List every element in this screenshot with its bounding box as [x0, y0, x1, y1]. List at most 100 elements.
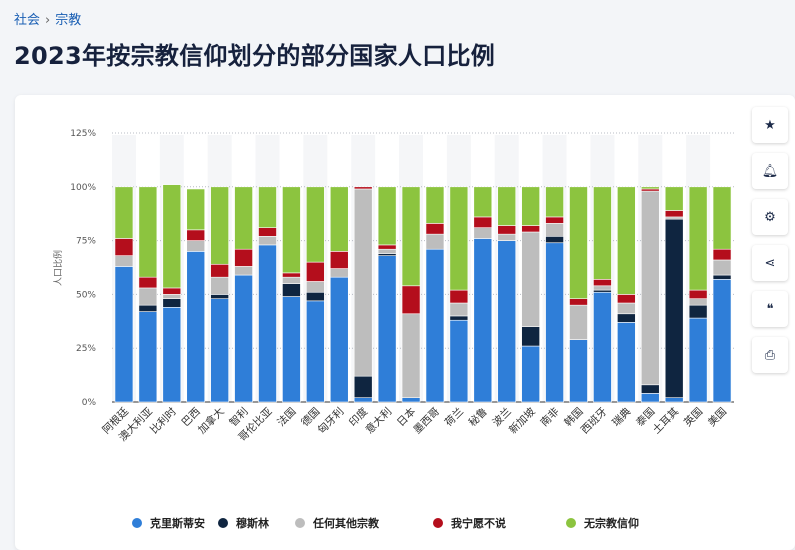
bar-segment	[425, 248, 445, 403]
bar-segment	[234, 248, 253, 267]
bar-segment	[210, 294, 229, 300]
bar-segment	[545, 223, 564, 237]
bar-segment	[664, 186, 684, 211]
bar-segment	[688, 304, 708, 319]
breadcrumb: 社会 › 宗教	[14, 9, 81, 28]
bar-segment	[162, 294, 182, 300]
bar-segment	[282, 272, 301, 278]
share-button[interactable]: ⋖	[752, 245, 788, 281]
bar-segment	[258, 186, 277, 228]
bar-segment	[138, 287, 158, 306]
bar-segment	[712, 274, 732, 280]
bar-segment	[329, 251, 349, 269]
bar-segment	[593, 289, 612, 293]
bar-segment	[234, 266, 253, 276]
bar-segment	[688, 317, 708, 403]
bar-segment	[306, 300, 325, 403]
x-tick-label: 土耳其	[650, 405, 681, 436]
x-tick-label: 瑞典	[609, 405, 633, 429]
legend-label: 我宁愿不说	[451, 517, 506, 530]
legend-label: 穆斯林	[236, 517, 269, 530]
bar-segment	[545, 242, 564, 403]
bar-segment	[401, 313, 421, 398]
bar-segment	[497, 233, 517, 241]
legend-item[interactable]: 穆斯林	[218, 515, 269, 531]
legend-swatch	[566, 518, 576, 528]
bar-segment	[521, 326, 540, 347]
bar-segment	[258, 227, 277, 237]
bar-segment	[664, 218, 684, 398]
bar-segment	[114, 266, 134, 403]
y-tick-label: 100%	[70, 183, 96, 193]
legend-item[interactable]: 我宁愿不说	[433, 515, 506, 531]
quote-button[interactable]: ❝	[752, 291, 788, 327]
bar-segment	[425, 223, 445, 235]
bar-segment	[473, 186, 493, 218]
bar-segment	[186, 188, 206, 231]
bar-segment	[377, 248, 397, 254]
bar-segment	[186, 251, 206, 403]
bell-icon: 🔔︎	[761, 163, 779, 179]
bar-segment	[545, 235, 564, 244]
bar-segment	[664, 210, 684, 218]
bar-segment	[521, 231, 540, 327]
bar-segment	[425, 186, 445, 224]
x-tick-label: 墨西哥	[411, 406, 442, 437]
bar-segment	[258, 235, 277, 246]
print-button[interactable]: ⎙	[752, 337, 788, 373]
bar-segment	[401, 186, 421, 287]
breadcrumb-item-religion[interactable]: 宗教	[55, 13, 82, 28]
bar-segment	[210, 186, 229, 265]
bar-segment	[688, 186, 708, 291]
bar-segment	[640, 186, 660, 190]
bar-segment	[664, 216, 684, 220]
bar-segment	[497, 186, 517, 226]
x-tick-label: 英国	[681, 405, 705, 429]
bar-segment	[593, 291, 612, 403]
bar-segment	[210, 276, 229, 295]
legend-item[interactable]: 任何其他宗教	[295, 515, 379, 531]
x-tick-label: 南非	[538, 405, 562, 429]
y-tick-label: 75%	[76, 237, 96, 247]
bar-segment	[114, 255, 134, 267]
legend-label: 无宗教信仰	[584, 517, 639, 530]
chart-toolbar: ★ 🔔︎ ⚙ ⋖ ❝ ⎙	[752, 107, 788, 383]
x-tick-label: 加拿大	[195, 405, 227, 437]
breadcrumb-item-society[interactable]: 社会	[14, 13, 41, 28]
gear-button[interactable]: ⚙	[752, 199, 788, 235]
bar-segment	[712, 186, 732, 250]
bar-segment	[377, 253, 397, 256]
legend-swatch	[433, 518, 443, 528]
bar-segment	[521, 186, 540, 226]
bar-segment	[162, 298, 182, 308]
bar-segment	[114, 186, 134, 239]
legend-item[interactable]: 克里斯蒂安	[132, 515, 205, 531]
bar-segment	[234, 274, 253, 403]
x-tick-label: 匈牙利	[315, 405, 346, 436]
bar-segment	[282, 296, 301, 403]
legend-item[interactable]: 无宗教信仰	[566, 515, 639, 531]
bar-segment	[712, 259, 732, 276]
star-button[interactable]: ★	[752, 107, 788, 143]
bar-segment	[306, 261, 325, 282]
bar-segment	[521, 345, 540, 403]
bar-segment	[162, 287, 182, 295]
bar-segment	[473, 216, 493, 228]
y-tick-label: 125%	[70, 129, 96, 139]
bar-segment	[162, 184, 182, 289]
bell-button[interactable]: 🔔︎	[752, 153, 788, 189]
bar-segment	[186, 229, 206, 241]
bar-segment	[282, 186, 301, 274]
bar-segment	[712, 279, 732, 403]
legend-label: 克里斯蒂安	[150, 517, 205, 530]
bar-segment	[640, 384, 660, 394]
bar-segment	[329, 268, 349, 278]
bar-segment	[593, 186, 612, 280]
star-icon: ★	[764, 117, 776, 133]
bar-segment	[329, 186, 349, 252]
bar-segment	[640, 188, 660, 192]
x-tick-label: 荷兰	[442, 405, 466, 429]
bar-segment	[401, 285, 421, 315]
y-tick-label: 25%	[76, 344, 96, 354]
bar-segment	[617, 186, 636, 295]
